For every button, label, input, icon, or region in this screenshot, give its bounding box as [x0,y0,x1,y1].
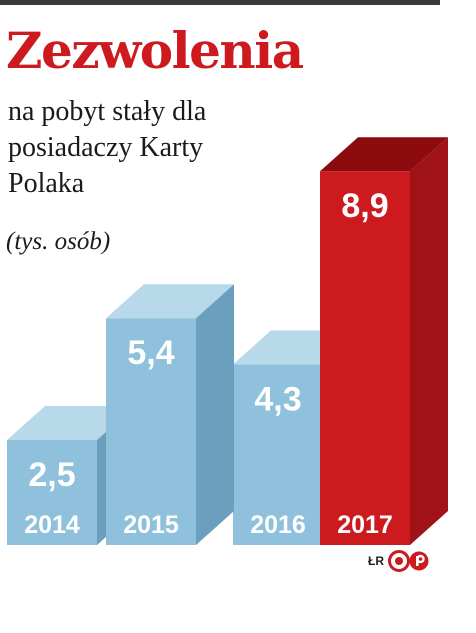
bar-category-label-2015: 2015 [123,511,179,539]
bar-2015: 5,4 2015 [106,284,234,545]
chart-unit-label: (tys. osób) [6,228,111,255]
bar-category-label-2017: 2017 [337,511,393,539]
bar-2017: 8,9 2017 [320,137,448,545]
chart-title: Zezwolenia [6,21,304,80]
author-initials: ŁR [368,554,384,568]
bar-value-label-2015: 5,4 [127,334,174,372]
bar-front-2017 [320,171,410,545]
bar-side-2015 [196,284,234,545]
chart-subtitle: na pobyt stały dla posiadaczy Karty Pola… [8,96,207,199]
bar-top-2014 [7,406,135,440]
bar-front-2014 [7,440,97,545]
bar-category-label-2014: 2014 [24,511,80,539]
bar-top-2017 [320,137,448,172]
credit: ŁR [368,550,430,572]
bar-top-2015 [106,284,234,319]
cp-logo-icon [388,550,429,572]
bar-value-label-2014: 2,5 [28,456,75,494]
bar-side-2017 [410,137,448,545]
top-rule [0,0,440,5]
bar-category-label-2016: 2016 [250,511,306,539]
bar-front-2015 [106,318,196,545]
bar-front-2016 [233,364,323,545]
bar-value-label-2016: 4,3 [254,380,301,418]
bar-value-label-2017: 8,9 [341,187,388,225]
